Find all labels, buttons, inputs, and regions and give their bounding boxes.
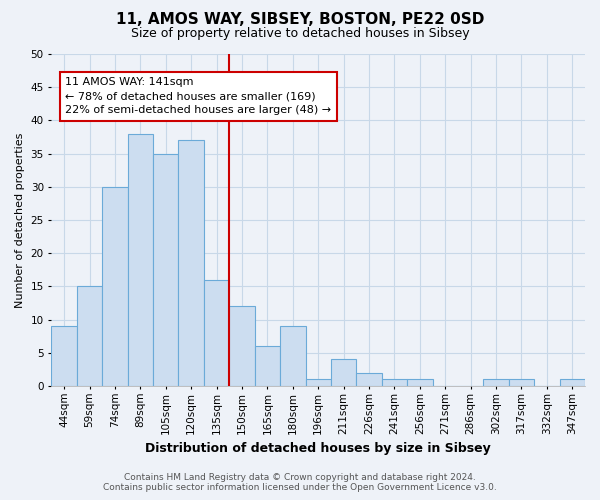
Bar [407,380,433,386]
Text: 11 AMOS WAY: 141sqm
← 78% of detached houses are smaller (169)
22% of semi-detac: 11 AMOS WAY: 141sqm ← 78% of detached ho… [65,77,332,115]
Bar [280,326,305,386]
Bar [382,380,407,386]
Bar [331,360,356,386]
Text: Size of property relative to detached houses in Sibsey: Size of property relative to detached ho… [131,28,469,40]
Bar [77,286,102,386]
Bar [255,346,280,386]
Bar [153,154,178,386]
Bar [128,134,153,386]
Bar [305,380,331,386]
Bar [560,380,585,386]
Bar [52,326,77,386]
Bar [204,280,229,386]
Bar [509,380,534,386]
Bar [178,140,204,386]
Bar [356,372,382,386]
Bar [102,187,128,386]
X-axis label: Distribution of detached houses by size in Sibsey: Distribution of detached houses by size … [145,442,491,455]
Bar [229,306,255,386]
Text: Contains HM Land Registry data © Crown copyright and database right 2024.
Contai: Contains HM Land Registry data © Crown c… [103,473,497,492]
Text: 11, AMOS WAY, SIBSEY, BOSTON, PE22 0SD: 11, AMOS WAY, SIBSEY, BOSTON, PE22 0SD [116,12,484,28]
Y-axis label: Number of detached properties: Number of detached properties [15,132,25,308]
Bar [484,380,509,386]
